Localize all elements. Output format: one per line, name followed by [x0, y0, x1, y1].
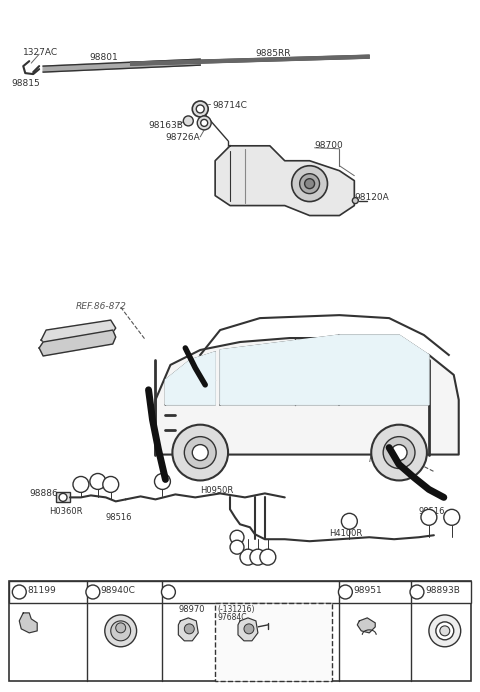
- Text: H0950R: H0950R: [200, 486, 233, 495]
- Text: (-131216): (-131216): [217, 605, 254, 614]
- Text: 98893B: 98893B: [425, 586, 460, 595]
- Text: REF.91-986: REF.91-986: [369, 455, 420, 464]
- Text: b: b: [93, 474, 97, 483]
- Circle shape: [230, 530, 244, 544]
- Circle shape: [111, 621, 131, 641]
- Text: b: b: [88, 585, 93, 594]
- Text: 98516: 98516: [106, 513, 132, 522]
- Circle shape: [352, 198, 358, 203]
- Circle shape: [440, 626, 450, 636]
- Circle shape: [410, 585, 424, 599]
- Circle shape: [155, 473, 170, 489]
- Text: 1327AC: 1327AC: [23, 48, 59, 57]
- Circle shape: [192, 101, 208, 117]
- Circle shape: [116, 623, 126, 633]
- Bar: [215, 603, 333, 681]
- Circle shape: [197, 116, 211, 130]
- Text: c: c: [232, 540, 236, 549]
- Text: 98726A: 98726A: [166, 133, 200, 142]
- Text: a: a: [15, 585, 20, 594]
- Circle shape: [338, 585, 352, 599]
- Text: 98940C: 98940C: [101, 586, 136, 595]
- Polygon shape: [41, 320, 116, 345]
- Text: 98815: 98815: [12, 79, 40, 88]
- Text: 98163B: 98163B: [148, 121, 183, 130]
- Text: a: a: [157, 474, 162, 483]
- Bar: [9, 581, 471, 681]
- Text: c: c: [263, 549, 267, 558]
- Circle shape: [421, 509, 437, 525]
- Circle shape: [196, 105, 204, 113]
- Circle shape: [12, 585, 26, 599]
- Text: e: e: [446, 510, 451, 519]
- Circle shape: [292, 165, 327, 201]
- Circle shape: [244, 624, 254, 634]
- Text: c: c: [164, 585, 168, 594]
- Text: a: a: [75, 477, 80, 486]
- Text: 98886: 98886: [29, 489, 58, 498]
- Circle shape: [391, 444, 407, 461]
- Bar: [56, 493, 70, 502]
- Circle shape: [444, 509, 460, 525]
- Circle shape: [383, 437, 415, 468]
- Circle shape: [161, 585, 175, 599]
- Circle shape: [192, 444, 208, 461]
- Circle shape: [300, 174, 320, 194]
- Circle shape: [429, 615, 461, 647]
- Circle shape: [341, 513, 357, 529]
- Circle shape: [240, 549, 256, 565]
- Circle shape: [73, 477, 89, 493]
- Circle shape: [184, 624, 194, 634]
- Polygon shape: [39, 330, 116, 356]
- Text: e: e: [413, 585, 417, 594]
- Polygon shape: [220, 335, 429, 405]
- Polygon shape: [215, 146, 354, 215]
- Polygon shape: [357, 618, 375, 633]
- Circle shape: [86, 585, 100, 599]
- Circle shape: [90, 473, 106, 489]
- Circle shape: [230, 540, 244, 554]
- Circle shape: [436, 622, 454, 640]
- Text: c: c: [232, 530, 236, 539]
- Circle shape: [172, 425, 228, 480]
- Circle shape: [184, 437, 216, 468]
- Text: 98700: 98700: [314, 141, 343, 150]
- Text: d: d: [341, 585, 346, 594]
- Polygon shape: [238, 618, 258, 641]
- Circle shape: [201, 120, 208, 127]
- Circle shape: [250, 549, 266, 565]
- Polygon shape: [131, 55, 369, 65]
- Text: 98951: 98951: [353, 586, 382, 595]
- Circle shape: [59, 493, 67, 502]
- Polygon shape: [156, 338, 459, 455]
- Text: 9885RR: 9885RR: [255, 49, 290, 58]
- Polygon shape: [179, 618, 198, 641]
- Text: 81199: 81199: [27, 586, 56, 595]
- Text: b: b: [105, 477, 110, 486]
- Circle shape: [183, 116, 193, 126]
- Text: 98801: 98801: [89, 53, 118, 62]
- Text: c: c: [253, 549, 257, 558]
- Text: 98970: 98970: [179, 605, 205, 614]
- Text: 98120A: 98120A: [354, 192, 389, 201]
- Bar: [9, 581, 471, 603]
- Circle shape: [103, 477, 119, 493]
- Text: H0360R: H0360R: [49, 507, 83, 516]
- Circle shape: [305, 179, 314, 189]
- Text: H4100R: H4100R: [329, 529, 363, 538]
- Text: d: d: [344, 513, 349, 522]
- Text: REF.86-872: REF.86-872: [76, 302, 127, 311]
- Circle shape: [105, 615, 137, 647]
- Circle shape: [371, 425, 427, 480]
- Polygon shape: [19, 613, 37, 633]
- Circle shape: [260, 549, 276, 565]
- Text: 97684C: 97684C: [217, 613, 247, 622]
- Polygon shape: [43, 59, 200, 72]
- Text: 98714C: 98714C: [212, 101, 247, 110]
- Text: d: d: [423, 510, 428, 519]
- Polygon shape: [166, 352, 215, 405]
- Text: 98516: 98516: [419, 507, 445, 516]
- Text: c: c: [243, 549, 247, 558]
